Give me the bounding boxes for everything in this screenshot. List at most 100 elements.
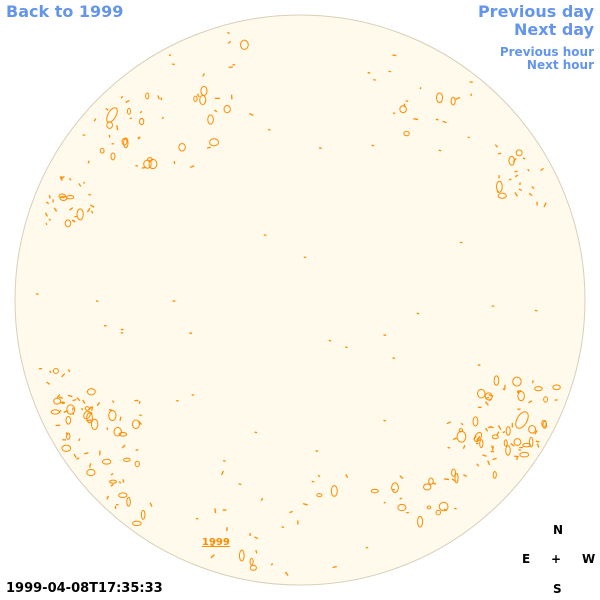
feature-contour: [371, 144, 375, 147]
back-to-year-link[interactable]: Back to 1999: [6, 2, 124, 21]
feature-contour: [459, 241, 463, 244]
feature-contour: [503, 439, 508, 447]
year-link[interactable]: 1999: [202, 537, 230, 548]
observation-timestamp: 1999-04-08T17:35:33: [6, 581, 163, 596]
feature-contour: [105, 108, 109, 111]
feature-contour: [189, 332, 193, 335]
feature-contour: [61, 401, 66, 404]
feature-contour: [226, 527, 228, 532]
feature-contour: [528, 436, 534, 448]
feature-contour: [69, 207, 74, 211]
feature-contour: [67, 369, 71, 373]
feature-contour: [528, 425, 537, 434]
feature-contour: [196, 93, 200, 98]
feature-contour: [86, 207, 91, 213]
feature-contour: [161, 116, 165, 120]
feature-contour: [45, 222, 48, 226]
feature-contour: [139, 110, 143, 114]
feature-contour: [423, 483, 432, 491]
feature-contour: [72, 398, 77, 402]
feature-contour: [106, 107, 118, 123]
feature-contour: [157, 95, 160, 100]
feature-contour: [399, 497, 403, 500]
feature-contour: [58, 396, 63, 399]
feature-contour: [87, 160, 90, 164]
feature-contour: [114, 505, 117, 510]
feature-contour: [267, 128, 271, 131]
feature-contour: [541, 419, 547, 428]
feature-contour: [473, 431, 483, 443]
feature-contour: [397, 503, 407, 512]
feature-contour: [435, 92, 444, 104]
feature-contour: [472, 416, 479, 427]
feature-contour: [458, 428, 464, 433]
feature-contour: [391, 482, 399, 493]
feature-contour: [485, 427, 489, 432]
feature-contour: [482, 454, 487, 457]
solar-disk: [14, 14, 586, 586]
feature-contour: [373, 78, 376, 81]
feature-contour: [126, 496, 131, 507]
feature-contour: [462, 444, 466, 450]
feature-contour: [535, 440, 540, 443]
feature-contour: [370, 488, 379, 494]
feature-contour: [199, 94, 207, 106]
feature-contour: [515, 149, 523, 157]
feature-contour: [195, 517, 199, 520]
feature-contour: [442, 120, 447, 124]
feature-contour: [86, 412, 93, 424]
feature-contour: [120, 331, 124, 334]
feature-contour: [399, 475, 404, 480]
feature-contour: [491, 434, 499, 440]
feature-contour: [512, 376, 522, 387]
feature-contour: [138, 420, 142, 425]
feature-contour: [61, 444, 72, 452]
feature-contour: [477, 364, 481, 366]
feature-contour: [496, 190, 500, 194]
feature-contour: [540, 167, 544, 172]
feature-contour: [90, 204, 95, 208]
feature-contour: [90, 210, 94, 214]
feature-contour: [543, 396, 549, 403]
feature-contour: [121, 444, 126, 449]
feature-contour: [383, 334, 387, 336]
feature-contour: [513, 438, 522, 446]
feature-contour: [249, 564, 257, 571]
next-day-link[interactable]: Next day: [514, 20, 594, 39]
compass-north: N: [553, 523, 564, 537]
feature-contour: [249, 557, 254, 566]
next-hour-link[interactable]: Next hour: [526, 58, 594, 72]
previous-day-link[interactable]: Previous day: [477, 2, 594, 21]
feature-contour: [78, 183, 82, 187]
feature-contour: [64, 219, 72, 228]
feature-contour: [419, 86, 422, 90]
compass-center: +: [551, 552, 562, 566]
feature-contour: [476, 463, 480, 467]
feature-contour: [263, 234, 267, 236]
feature-contour: [332, 565, 337, 569]
feature-contour: [131, 419, 140, 430]
previous-hour-link[interactable]: Previous hour: [499, 45, 594, 59]
feature-contour: [119, 416, 122, 421]
feature-contour: [330, 485, 338, 497]
feature-contour: [413, 117, 419, 121]
feature-contour: [476, 437, 480, 442]
feature-contour: [238, 483, 242, 486]
feature-contour: [450, 96, 456, 106]
feature-contour: [438, 501, 449, 512]
feature-contour: [99, 147, 105, 154]
magnetic-features: [35, 31, 561, 576]
feature-contour: [96, 401, 101, 407]
feature-contour: [67, 394, 73, 398]
feature-contour: [484, 392, 493, 401]
feature-contour: [446, 421, 452, 425]
feature-contour: [140, 509, 146, 520]
feature-contour: [137, 136, 141, 139]
feature-contour: [53, 207, 58, 212]
feature-contour: [426, 505, 432, 510]
feature-contour: [207, 114, 214, 125]
feature-contour: [489, 426, 494, 429]
feature-contour: [479, 439, 484, 449]
feature-contour: [518, 449, 522, 451]
feature-contour: [211, 544, 215, 547]
